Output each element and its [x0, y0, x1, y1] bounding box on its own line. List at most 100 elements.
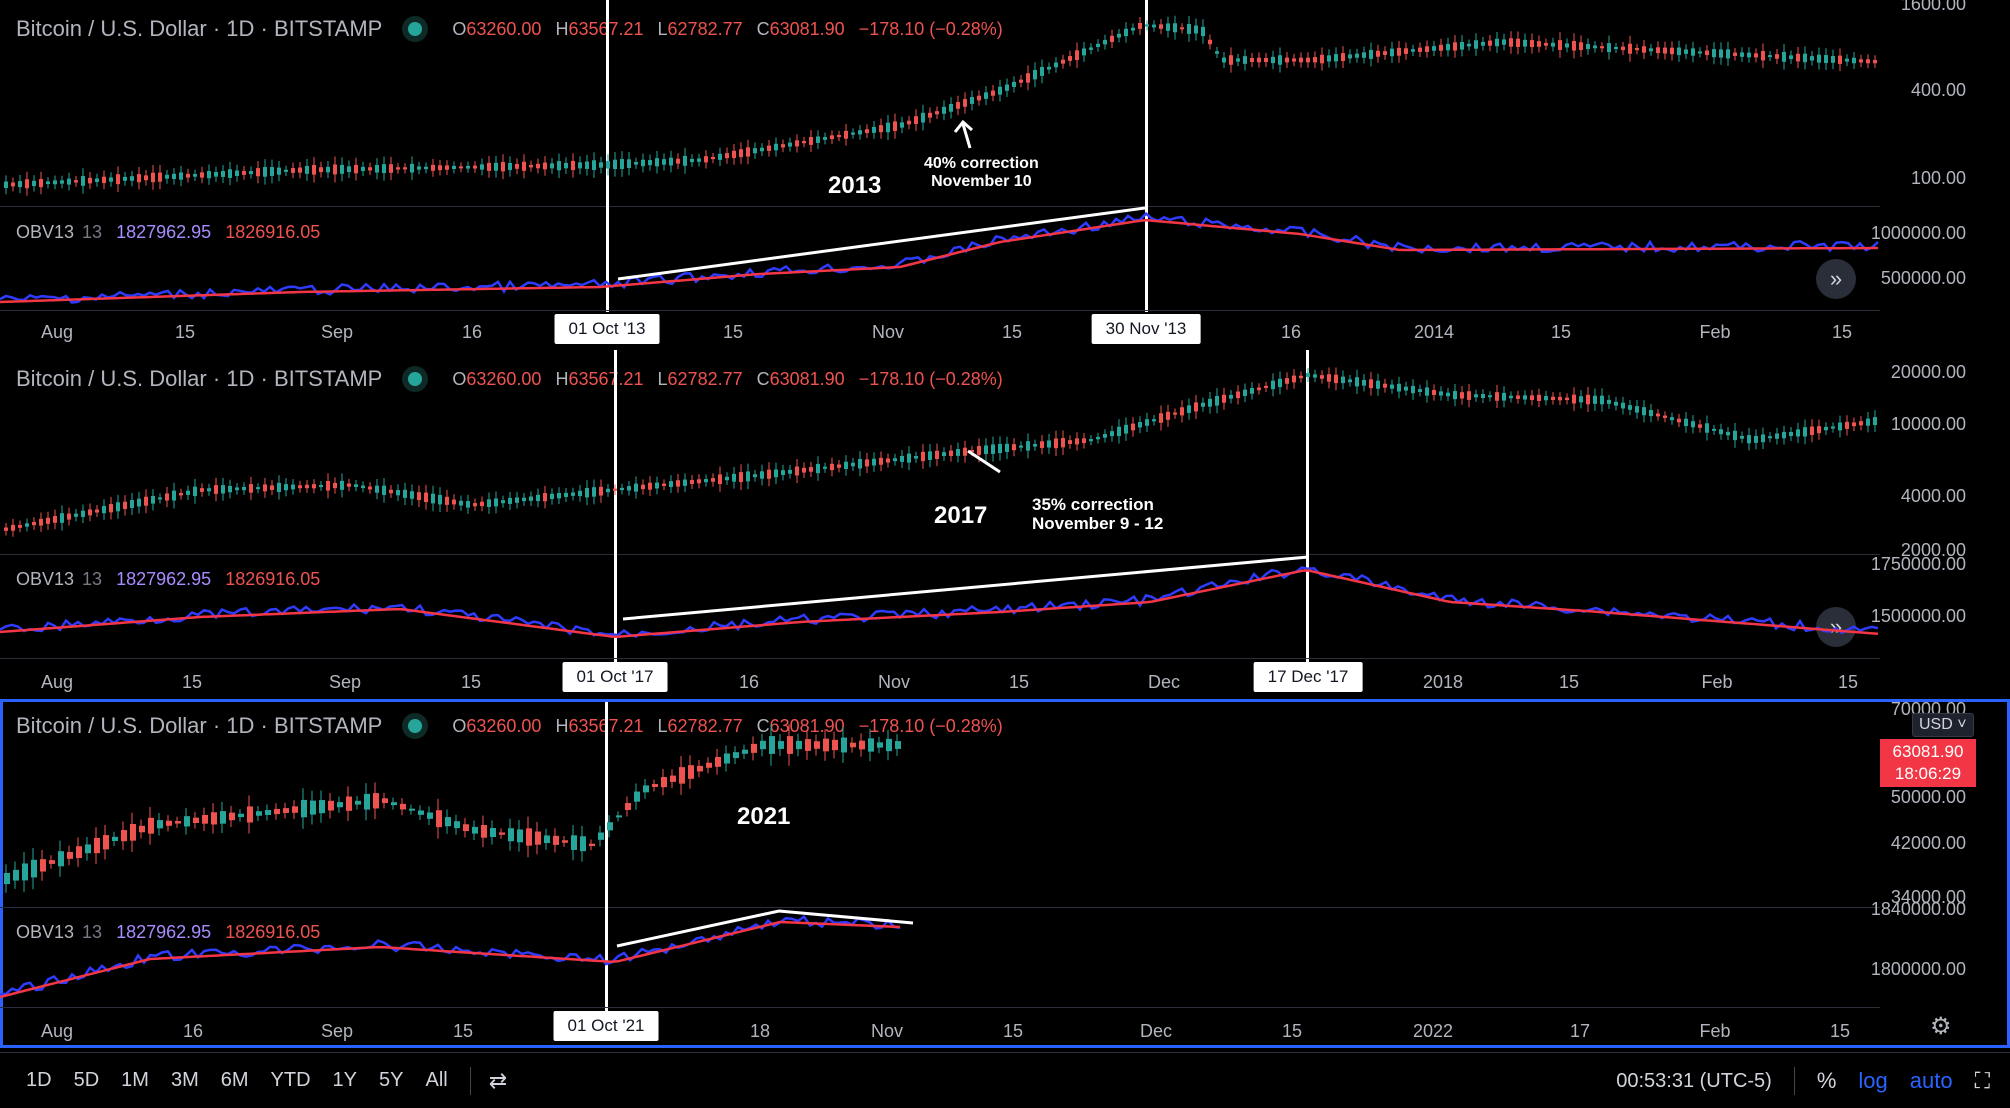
candle-body: [1733, 430, 1737, 441]
pane-separator[interactable]: [0, 907, 1880, 908]
candle-body: [1663, 415, 1667, 419]
candle-body: [832, 739, 838, 751]
pane-separator[interactable]: [0, 554, 1880, 555]
obv-name[interactable]: OBV13: [16, 568, 75, 589]
candle-body: [427, 812, 433, 819]
candle-body: [963, 447, 967, 456]
timeframe-1m[interactable]: 1M: [121, 1069, 149, 1091]
candle-body: [1250, 387, 1254, 394]
candle-body: [292, 806, 298, 813]
fullscreen-icon[interactable]: ⛶: [1974, 1068, 1990, 1093]
candle-body: [571, 492, 575, 496]
start-date-marker: 01 Oct '21: [553, 1011, 659, 1041]
compare-icon[interactable]: ⇄: [488, 1067, 508, 1093]
candle-body: [130, 824, 136, 841]
candle-body: [652, 784, 658, 787]
timeframe-1y[interactable]: 1Y: [332, 1069, 358, 1091]
obv-name[interactable]: OBV13: [16, 921, 75, 942]
settings-gear-icon[interactable]: ⚙: [1930, 1013, 1952, 1040]
goto-realtime-icon[interactable]: »: [1816, 259, 1856, 299]
log-scale-toggle[interactable]: log: [1858, 1068, 1888, 1093]
timeframe-5y[interactable]: 5Y: [379, 1069, 404, 1091]
candle-body: [1831, 56, 1835, 63]
open-value: 63260.00: [466, 715, 542, 736]
timeframe-ytd[interactable]: YTD: [270, 1069, 311, 1091]
time-axis-tick: 16: [738, 672, 760, 692]
candle-body: [60, 513, 64, 523]
time-axis-tick: Nov: [871, 322, 905, 342]
candle-body: [1572, 40, 1576, 51]
candle-body: [1656, 47, 1660, 54]
timeframe-6m[interactable]: 6M: [220, 1069, 249, 1091]
candle-body: [333, 482, 337, 489]
candle-body: [1390, 384, 1394, 389]
symbol-title[interactable]: Bitcoin / U.S. Dollar · 1D · BITSTAMP: [16, 16, 383, 41]
candle-body: [627, 486, 631, 491]
candle-body: [1516, 395, 1520, 399]
candle-body: [536, 163, 540, 169]
candle-body: [1670, 47, 1674, 55]
candle-body: [270, 167, 274, 176]
symbol-title[interactable]: Bitcoin / U.S. Dollar · 1D · BITSTAMP: [16, 366, 383, 391]
candle-body: [662, 159, 666, 165]
end-vertical-line[interactable]: [1306, 350, 1309, 662]
candle-body: [328, 800, 334, 811]
pane-separator[interactable]: [0, 206, 1880, 207]
candle-body: [900, 122, 904, 128]
candle-body: [1187, 405, 1191, 413]
candle-body: [256, 811, 262, 816]
time-axis-tick: 15: [1001, 322, 1023, 342]
candle-body: [1859, 421, 1863, 426]
candle-body: [1236, 58, 1240, 62]
obv-name[interactable]: OBV13: [16, 221, 75, 242]
candle-body: [1719, 49, 1723, 58]
timeframe-all[interactable]: All: [425, 1069, 448, 1091]
candle-body: [1544, 42, 1548, 46]
candle-body: [1264, 57, 1268, 63]
candle-body: [1831, 426, 1835, 429]
obv-ma-value: 1826916.05: [225, 221, 321, 242]
clock-timezone[interactable]: 00:53:31 (UTC-5): [1616, 1069, 1772, 1092]
candle-body: [1096, 436, 1100, 440]
end-vertical-line[interactable]: [1145, 0, 1148, 312]
candle-body: [725, 153, 729, 159]
timeframe-1d[interactable]: 1D: [26, 1069, 52, 1091]
candle-body: [1110, 35, 1114, 43]
start-vertical-line[interactable]: [614, 350, 617, 662]
goto-realtime-icon[interactable]: »: [1816, 607, 1856, 647]
candle-body: [1817, 54, 1821, 63]
open-key: O: [452, 18, 467, 39]
candle-body: [1565, 397, 1569, 401]
candle-body: [1432, 46, 1436, 51]
time-axis-tick: 17: [1569, 1021, 1591, 1041]
timeframe-5d[interactable]: 5D: [73, 1069, 100, 1091]
time-axis-separator: [0, 658, 1880, 659]
timeframe-3m[interactable]: 3M: [170, 1069, 199, 1091]
candle-body: [718, 153, 722, 160]
candle-body: [676, 158, 680, 164]
candle-body: [1061, 438, 1065, 448]
candle-body: [424, 492, 428, 503]
candle-body: [746, 147, 750, 157]
time-axis-separator: [0, 310, 1880, 311]
currency-selector[interactable]: USD ˅: [1912, 713, 1974, 737]
candle-body: [1488, 40, 1492, 46]
candle-body: [340, 480, 344, 490]
start-vertical-line[interactable]: [605, 702, 608, 1014]
candle-body: [802, 467, 806, 473]
percent-scale-toggle[interactable]: %: [1816, 1068, 1837, 1093]
obv-value: 1827962.95: [116, 221, 212, 242]
candle-body: [956, 102, 960, 109]
symbol-title[interactable]: Bitcoin / U.S. Dollar · 1D · BITSTAMP: [16, 713, 383, 738]
low-key: L: [657, 368, 668, 389]
change-value: −178.10 (−0.28%): [858, 18, 1003, 39]
candle-body: [1131, 27, 1135, 31]
candle-body: [805, 739, 811, 751]
candle-body: [977, 445, 981, 455]
auto-scale-toggle[interactable]: auto: [1909, 1068, 1953, 1093]
time-axis-tick: 15: [1558, 672, 1580, 692]
candle-body: [543, 493, 547, 502]
obv-length: 13: [82, 221, 103, 242]
